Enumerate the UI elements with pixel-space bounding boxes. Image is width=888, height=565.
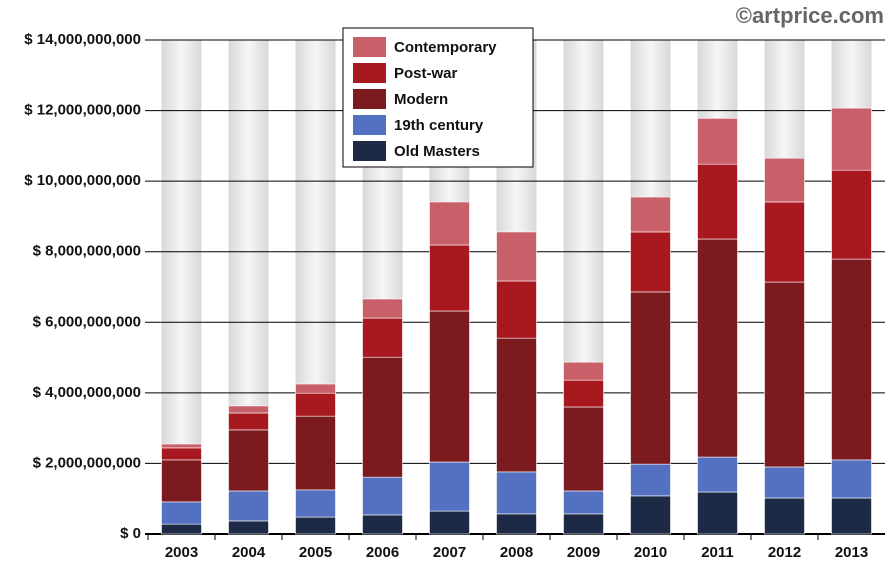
bar-segment [362, 317, 403, 358]
bar-segment [429, 461, 470, 512]
bar-segment [697, 456, 738, 493]
legend-swatch [353, 37, 386, 57]
y-tick-label: $ 12,000,000,000 [24, 102, 141, 119]
bar-segment [362, 514, 403, 535]
legend-swatch [353, 63, 386, 83]
bar-segment [630, 495, 671, 535]
x-tick-label: 2006 [366, 544, 399, 561]
x-tick-label: 2003 [165, 544, 198, 561]
bar-segment [362, 356, 403, 478]
bar-segment [697, 118, 738, 165]
legend-label: 19th century [394, 117, 484, 134]
bar-segment [831, 258, 872, 461]
bar-segment [362, 298, 403, 319]
bar-segment [563, 379, 604, 408]
bar-segment [295, 383, 336, 394]
bar-segment [295, 415, 336, 491]
legend-swatch [353, 89, 386, 109]
bar-segment [697, 238, 738, 458]
bar-segment [764, 201, 805, 283]
bar-segment [161, 501, 202, 525]
x-tick-label: 2011 [701, 544, 734, 561]
bar-segment [429, 510, 470, 535]
y-tick-label: $ 4,000,000,000 [33, 384, 141, 401]
bar-segment [630, 463, 671, 497]
bar-segment [697, 491, 738, 535]
bar-segment [228, 429, 269, 492]
legend-label: Old Masters [394, 143, 480, 160]
bar-segment [831, 459, 872, 499]
legend-label: Modern [394, 91, 448, 108]
bar-segment [697, 163, 738, 240]
bar-segment [161, 459, 202, 503]
y-tick-label: $ 2,000,000,000 [33, 454, 141, 471]
bar-segment [362, 476, 403, 516]
x-tick-label: 2009 [567, 544, 600, 561]
bar-segment [228, 405, 269, 414]
legend-swatch [353, 141, 386, 161]
legend-label: Post-war [394, 65, 458, 82]
bar-segment [630, 231, 671, 293]
bar-segment [228, 490, 269, 522]
x-tick-label: 2004 [232, 544, 266, 561]
bar-segment [496, 280, 537, 339]
x-tick-label: 2012 [768, 544, 801, 561]
bar-segment [563, 406, 604, 492]
bar-segment [630, 291, 671, 465]
bar-segment [496, 337, 537, 473]
x-tick-label: 2013 [835, 544, 868, 561]
bar-segment [228, 520, 269, 535]
bar-segment [228, 412, 269, 431]
bar-segment [764, 497, 805, 535]
bar-segment [429, 201, 470, 246]
bar-segment [496, 231, 537, 282]
y-tick-label: $ 8,000,000,000 [33, 243, 141, 260]
y-tick-label: $ 0 [120, 525, 141, 542]
watermark: ©artprice.com [736, 3, 884, 28]
bar-segment [630, 196, 671, 233]
bar-segment [496, 513, 537, 535]
bar-segment [295, 392, 336, 417]
bar-segment [295, 489, 336, 518]
bar-segment [831, 107, 872, 171]
bar-segment [161, 523, 202, 535]
x-tick-label: 2010 [634, 544, 667, 561]
y-tick-label: $ 14,000,000,000 [24, 31, 141, 48]
legend-swatch [353, 115, 386, 135]
x-tick-label: 2008 [500, 544, 533, 561]
y-tick-label: $ 10,000,000,000 [24, 172, 141, 189]
bar-segment [429, 244, 470, 312]
bar-segment [764, 281, 805, 468]
bar-segment [161, 447, 202, 461]
bar-segment [563, 490, 604, 515]
bar-segment [831, 497, 872, 535]
bar-segment [161, 443, 202, 449]
bar-segment [764, 466, 805, 499]
bar-segment [295, 516, 336, 535]
bar-segment [831, 169, 872, 260]
bar-segment [496, 471, 537, 515]
legend-label: Contemporary [394, 39, 497, 56]
x-tick-label: 2005 [299, 544, 332, 561]
bar-segment [429, 310, 470, 463]
bar-segment [764, 157, 805, 203]
bar-segment [563, 361, 604, 381]
y-tick-label: $ 6,000,000,000 [33, 313, 141, 330]
bar-segment [563, 513, 604, 535]
x-tick-label: 2007 [433, 544, 466, 561]
